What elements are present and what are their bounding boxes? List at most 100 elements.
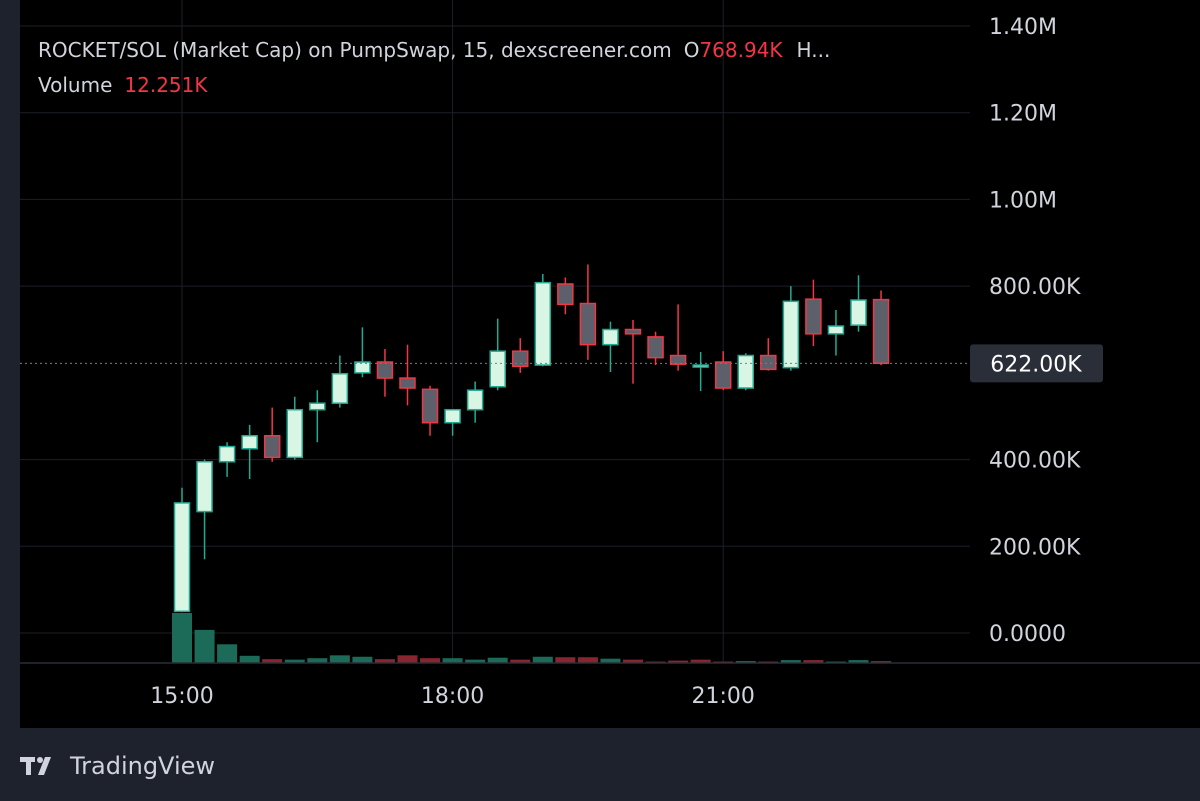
candle-up xyxy=(309,390,326,443)
legend-volume-line: Volume 12.251K xyxy=(38,73,208,97)
volume-bar xyxy=(848,660,869,663)
volume-bar xyxy=(307,658,328,663)
candle-body xyxy=(489,350,506,388)
candle-body xyxy=(692,364,709,368)
current-price-badge xyxy=(970,344,1103,383)
volume-bar xyxy=(780,660,801,663)
candle-down xyxy=(805,279,822,346)
chart-panel[interactable]: 622.00K 0.0000 200.00K 400.00K 800.00K 1.00M… xyxy=(20,0,1200,728)
candle-body xyxy=(602,328,619,346)
volume-bar xyxy=(442,658,463,663)
volume-bar xyxy=(172,613,192,663)
candle-body xyxy=(850,299,867,326)
x-tick-label: 21:00 xyxy=(691,684,754,709)
legend-volume-value: 12.251K xyxy=(124,73,208,97)
candle-body xyxy=(557,283,574,306)
candle-body xyxy=(331,372,349,404)
candle-up xyxy=(602,321,619,372)
candlestick-chart[interactable]: 622.00K 0.0000 200.00K 400.00K 800.00K 1.00M… xyxy=(20,0,1200,728)
candle-down xyxy=(421,385,439,436)
x-tick-label: 18:00 xyxy=(421,684,484,709)
candle-down xyxy=(669,304,687,371)
candle-body xyxy=(512,350,529,368)
volume-bar xyxy=(262,659,283,663)
candle-up xyxy=(692,352,709,392)
volume-bar xyxy=(217,644,238,663)
volume-bar xyxy=(871,661,892,663)
candle-down xyxy=(647,331,664,366)
volume-bar xyxy=(690,659,711,663)
candle-body xyxy=(714,361,732,389)
candle-up xyxy=(331,355,349,408)
candle-up xyxy=(444,408,461,436)
candle-up xyxy=(534,274,552,367)
volume-bar xyxy=(803,660,824,663)
legend-open-value: 768.94K xyxy=(699,38,783,62)
candle-body xyxy=(872,298,890,365)
candle-up xyxy=(489,318,506,391)
candle-down xyxy=(872,290,890,366)
candle-body xyxy=(669,354,687,365)
price-axis: 0.0000 200.00K 400.00K 800.00K 1.00M 1.20M 1.4… xyxy=(989,15,1081,647)
y-tick-label: 1.00M xyxy=(989,188,1057,213)
candle-body xyxy=(241,434,258,450)
candle-up xyxy=(827,309,845,356)
y-tick-label: 1.40M xyxy=(989,15,1057,40)
candle-up xyxy=(354,327,371,378)
candle-body xyxy=(782,300,800,369)
candle-body xyxy=(579,302,597,346)
volume-bar xyxy=(487,657,508,663)
candle-body xyxy=(263,434,281,459)
candle-body xyxy=(421,388,439,424)
tradingview-brand-name: TradingView xyxy=(70,752,216,780)
candle-up xyxy=(218,442,236,477)
volume-bar xyxy=(532,656,553,663)
candle-body xyxy=(444,408,461,424)
volume-bar xyxy=(284,659,305,663)
volume-bar xyxy=(465,659,486,663)
candle-down xyxy=(512,338,529,373)
candle-up xyxy=(241,424,258,480)
y-tick-label: 800.00K xyxy=(989,275,1081,300)
legend-title-line: ROCKET/SOL (Market Cap) on PumpSwap, 15,… xyxy=(38,38,830,62)
candle-up xyxy=(782,286,800,371)
candle-down xyxy=(557,277,574,315)
volume-bar xyxy=(194,629,215,663)
volume-bar xyxy=(735,661,756,663)
tradingview-logo-icon xyxy=(20,757,51,775)
candle-body xyxy=(286,408,303,459)
candle-body xyxy=(827,325,845,335)
candle-body xyxy=(196,460,213,513)
candle-down xyxy=(714,351,732,391)
candle-down xyxy=(624,319,642,384)
candle-down xyxy=(579,264,597,360)
time-axis: 15:00 18:00 21:00 xyxy=(20,662,1200,709)
tradingview-branding[interactable]: TradingView xyxy=(20,748,215,784)
candle-down xyxy=(399,344,416,406)
y-tick-label: 200.00K xyxy=(989,535,1081,560)
candle-body xyxy=(805,298,822,335)
candle-body xyxy=(737,354,754,389)
y-tick-label: 1.20M xyxy=(989,102,1057,127)
candle-body xyxy=(466,389,484,411)
volume-bar xyxy=(668,660,689,663)
legend-open-label: O xyxy=(683,38,700,62)
candle-down xyxy=(760,338,777,371)
volume-bar xyxy=(420,658,441,663)
legend-pair: ROCKET/SOL (Market Cap) on PumpSwap, 15,… xyxy=(38,38,672,62)
candle-body xyxy=(354,361,371,374)
candle-body xyxy=(760,354,777,371)
volume-bar xyxy=(352,656,373,663)
volume-bar xyxy=(577,657,598,663)
volume-bars xyxy=(172,613,892,663)
grid-lines xyxy=(20,0,970,663)
candle-body xyxy=(173,502,191,613)
legend-high-label: H... xyxy=(796,38,831,62)
volume-bar xyxy=(555,657,576,663)
candle-body xyxy=(647,336,664,359)
candle-up xyxy=(173,487,191,613)
candle-up xyxy=(850,275,867,332)
candle-up xyxy=(196,459,213,560)
x-tick-label: 15:00 xyxy=(150,684,213,709)
volume-bar xyxy=(623,659,643,663)
